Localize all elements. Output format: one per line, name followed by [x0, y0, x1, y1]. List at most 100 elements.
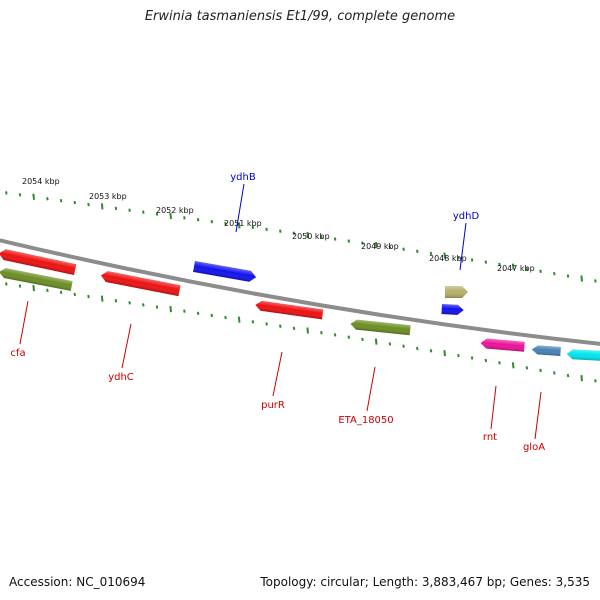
inner-tick: [361, 337, 364, 342]
gene-arrow: [480, 338, 525, 352]
gene-label: purR: [261, 400, 285, 411]
inner-tick: [443, 350, 446, 357]
outer-tick: [498, 262, 501, 267]
inner-tick: [525, 366, 529, 370]
inner-tick: [196, 311, 200, 316]
gene-leader-line: [534, 391, 542, 440]
gene-label: ydhD: [453, 211, 480, 222]
outer-tick: [402, 247, 405, 251]
outer-tick: [594, 279, 597, 283]
gene-leader-line: [459, 222, 467, 271]
inner-tick: [114, 299, 118, 303]
outer-tick: [114, 206, 118, 211]
outer-tick: [511, 263, 515, 270]
gene-leader-line: [121, 323, 132, 369]
gene-leader-line: [272, 351, 283, 397]
gene-arrow-shade: [350, 319, 411, 336]
inner-tick: [498, 361, 501, 365]
inner-tick: [183, 309, 186, 313]
inner-tick: [128, 301, 131, 305]
outer-scale-ticks: [5, 191, 597, 283]
genome-summary-text: Topology: circular; Length: 3,883,467 bp…: [260, 575, 590, 589]
outer-tick: [5, 191, 8, 195]
gene-arrow-shade: [0, 249, 77, 275]
outer-tick: [128, 208, 131, 212]
inner-tick: [416, 346, 419, 351]
scale-label: 2047 kbp: [497, 264, 535, 273]
inner-tick: [457, 353, 460, 358]
accession-text: Accession: NC_010694: [9, 575, 146, 589]
scale-label: 2049 kbp: [361, 242, 399, 251]
outer-tick: [388, 245, 392, 249]
outer-tick: [553, 271, 556, 276]
gene-label: cfa: [10, 348, 25, 359]
gene-arrow: [441, 304, 464, 315]
outer-tick: [525, 267, 529, 271]
gene-arrow: [531, 345, 561, 357]
inner-tick: [374, 338, 378, 345]
inner-tick: [32, 285, 35, 292]
outer-tick: [224, 221, 227, 226]
inner-tick: [87, 294, 90, 299]
gene-arrow-shade: [193, 261, 257, 282]
inner-tick: [580, 375, 583, 382]
inner-tick: [484, 358, 488, 363]
outer-tick: [361, 241, 364, 245]
outer-tick: [196, 218, 200, 222]
scale-label: 2050 kbp: [292, 232, 330, 241]
outer-tick: [484, 260, 488, 264]
inner-tick: [511, 362, 515, 369]
gene-arrow: [193, 261, 257, 282]
scale-label: 2051 kbp: [224, 219, 262, 228]
inner-tick: [73, 292, 77, 297]
inner-tick: [100, 295, 104, 302]
outer-tick: [416, 249, 419, 254]
inner-tick: [429, 349, 433, 353]
outer-tick: [142, 210, 145, 214]
gene-arrow-shade: [0, 268, 73, 291]
gene-arrow-shade: [480, 338, 525, 352]
inner-tick: [5, 282, 8, 286]
inner-tick: [306, 327, 309, 334]
outer-tick: [539, 269, 542, 273]
outer-tick: [18, 193, 22, 197]
scale-label: 2052 kbp: [156, 206, 194, 215]
outer-tick: [429, 251, 433, 256]
outer-tick: [333, 237, 337, 241]
inner-tick: [251, 320, 255, 324]
gene-arrow-shade: [566, 349, 600, 362]
gene-label: ydhB: [230, 172, 256, 183]
inner-tick: [224, 315, 227, 320]
gene-label: rnt: [483, 432, 497, 443]
gene-arrow-shade: [441, 304, 464, 315]
inner-tick: [539, 368, 542, 373]
gene-arrow: [100, 271, 181, 297]
gene-leader-line: [366, 366, 376, 412]
outer-tick: [306, 232, 309, 239]
gene-arrow: [566, 349, 600, 362]
scale-label: 2054 kbp: [22, 177, 60, 186]
inner-tick: [470, 356, 474, 360]
gene-leader-line: [235, 183, 245, 233]
outer-tick: [32, 193, 35, 200]
outer-tick: [292, 231, 296, 235]
outer-tick: [155, 212, 159, 216]
outer-tick: [169, 212, 172, 220]
gene-label: gloA: [523, 442, 545, 453]
gene-label: ydhC: [108, 372, 134, 383]
scale-labels: 2054 kbp 2053 kbp 2052 kbp 2051 kbp 2050 kbp…: [22, 177, 535, 273]
inner-tick: [210, 313, 214, 318]
inner-tick: [142, 303, 145, 307]
outer-tick: [59, 198, 63, 203]
inner-tick: [402, 344, 405, 348]
inner-tick: [155, 305, 159, 309]
inner-tick: [46, 288, 49, 292]
gene-leader-line: [19, 300, 29, 345]
inner-tick: [265, 322, 268, 326]
outer-tick: [210, 219, 214, 224]
outer-tick: [443, 252, 446, 259]
gene-label: ETA_18050: [338, 415, 393, 426]
inner-tick: [292, 326, 296, 331]
inner-tick: [553, 371, 556, 375]
